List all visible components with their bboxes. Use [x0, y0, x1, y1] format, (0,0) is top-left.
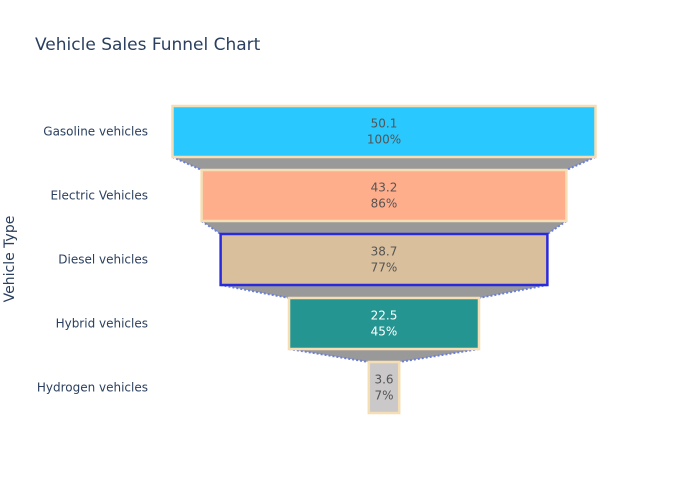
category-label: Gasoline vehicles [43, 125, 148, 139]
category-label: Hydrogen vehicles [37, 381, 148, 395]
percent-label: 100% [367, 133, 401, 147]
percent-label: 77% [371, 261, 398, 275]
value-label: 38.7 [371, 245, 398, 259]
category-label: Hybrid vehicles [56, 317, 148, 331]
y-axis-label: Vehicle Type [2, 216, 18, 303]
connector-edge-right [565, 156, 596, 171]
percent-label: 45% [371, 325, 398, 339]
value-label: 50.1 [371, 117, 398, 131]
category-label: Diesel vehicles [58, 253, 148, 267]
funnel-connector [289, 349, 479, 362]
connector-edge-left [172, 156, 203, 171]
percent-label: 7% [374, 389, 393, 403]
value-label: 3.6 [374, 373, 393, 387]
funnel-bar[interactable] [367, 360, 401, 415]
funnel-connector [220, 285, 548, 298]
funnel-connector [201, 221, 567, 234]
funnel-bar[interactable] [219, 232, 549, 287]
chart-title: Vehicle Sales Funnel Chart [35, 35, 261, 55]
funnel-bars [171, 104, 597, 415]
connector-edge-right [399, 348, 480, 363]
value-label: 43.2 [371, 181, 398, 195]
category-label: Electric Vehicles [51, 189, 148, 203]
percent-label: 86% [371, 197, 398, 211]
funnel-connector [172, 157, 596, 170]
category-labels: Gasoline vehicles Electric Vehicles Diesel… [37, 125, 148, 395]
value-label: 22.5 [371, 309, 398, 323]
value-labels: 50.1 100% 43.2 86% 38.7 77% 22.5 45% 3.6 7% [367, 117, 401, 403]
connector-edge-left [288, 348, 369, 363]
funnel-connectors [172, 156, 596, 363]
funnel-bar[interactable] [171, 104, 597, 159]
funnel-bar[interactable] [200, 168, 568, 223]
funnel-bar[interactable] [287, 296, 481, 351]
